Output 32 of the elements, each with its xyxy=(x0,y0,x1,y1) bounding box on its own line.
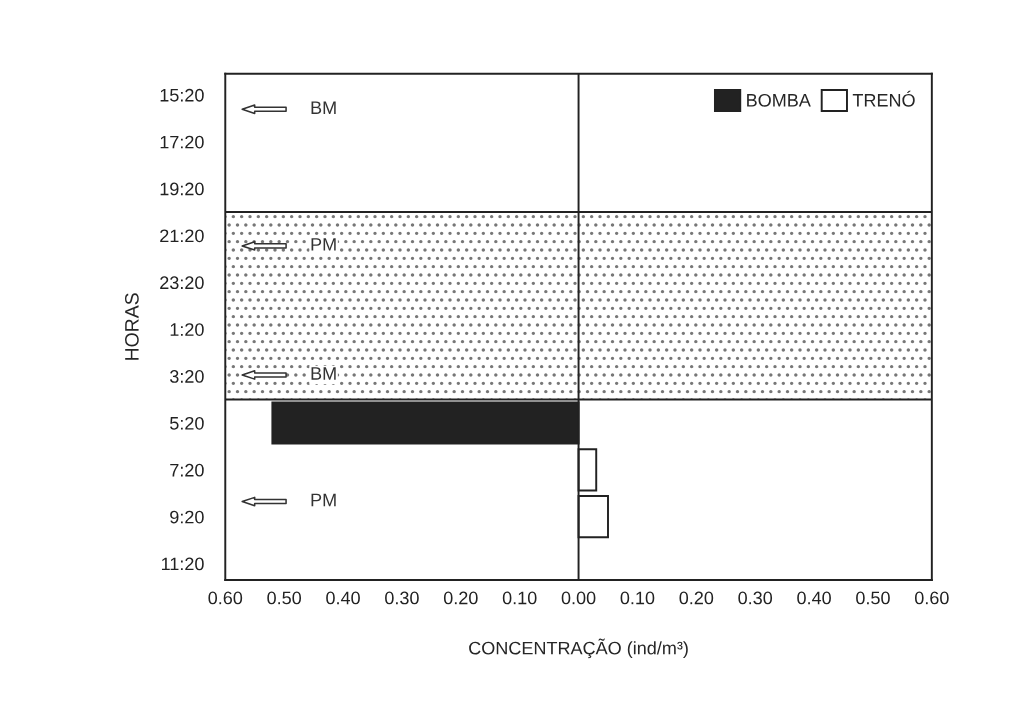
y-tick-label: 5:20 xyxy=(170,416,204,430)
y-tick-label: 21:20 xyxy=(160,229,204,243)
x-tick-label: 0.30 xyxy=(738,591,773,605)
annotation: PM xyxy=(311,493,336,507)
legend-label: TRENÓ xyxy=(852,90,915,107)
annotation: BM xyxy=(311,101,336,114)
x-tick-label: 0.10 xyxy=(502,591,537,605)
x-tick-label: 0.50 xyxy=(267,591,302,605)
x-tick-label: 0.60 xyxy=(208,591,243,605)
annotation: BM xyxy=(311,367,336,380)
legend-label: BOMBA xyxy=(747,93,811,107)
x-tick-label: 0.20 xyxy=(443,591,478,605)
x-tick-label: 0.60 xyxy=(914,591,949,605)
annotation: PM xyxy=(311,238,336,251)
y-tick-label: 17:20 xyxy=(160,135,204,149)
y-tick-label: 1:20 xyxy=(170,323,204,336)
x-tick-label: 0.40 xyxy=(797,591,831,605)
y-tick-label: 23:20 xyxy=(160,276,204,290)
y-tick-label: 7:20 xyxy=(170,463,204,477)
x-tick-label: 0.10 xyxy=(620,591,655,605)
y-tick-label: 11:20 xyxy=(161,557,204,571)
y-tick-label: 19:20 xyxy=(160,182,204,196)
x-tick-label: 0.40 xyxy=(326,591,360,605)
x-tick-label: 0.50 xyxy=(856,591,890,605)
y-tick-label: 9:20 xyxy=(170,510,204,524)
x-tick-label: 0.30 xyxy=(385,591,419,605)
x-tick-label: 0.00 xyxy=(561,591,596,605)
y-tick-label: 15:20 xyxy=(160,88,204,102)
x-axis-title: CONCENTRAÇÃO (ind/m³) xyxy=(469,638,688,659)
x-tick-label: 0.20 xyxy=(679,591,714,605)
y-axis-title: HORAS xyxy=(124,293,139,360)
y-tick-label: 3:20 xyxy=(170,370,204,383)
